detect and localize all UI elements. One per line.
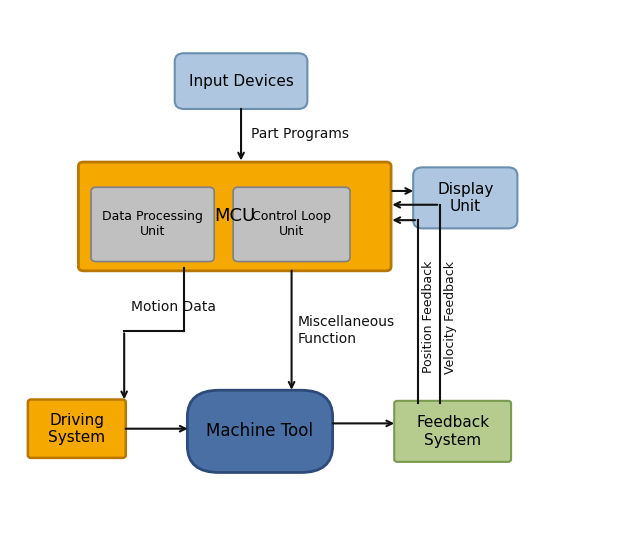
Text: Data Processing
Unit: Data Processing Unit <box>102 210 203 238</box>
FancyBboxPatch shape <box>413 167 517 229</box>
Text: Control Loop
Unit: Control Loop Unit <box>252 210 331 238</box>
Text: Input Devices: Input Devices <box>189 74 294 88</box>
FancyBboxPatch shape <box>233 187 350 261</box>
Text: MCU: MCU <box>214 208 255 225</box>
Text: Position Feedback: Position Feedback <box>422 261 435 374</box>
FancyBboxPatch shape <box>28 399 126 458</box>
FancyBboxPatch shape <box>394 401 511 462</box>
Text: Display
Unit: Display Unit <box>437 182 493 214</box>
FancyBboxPatch shape <box>188 390 333 473</box>
Text: Motion Data: Motion Data <box>131 300 216 314</box>
Text: Miscellaneous
Function: Miscellaneous Function <box>298 315 395 345</box>
FancyBboxPatch shape <box>78 162 391 271</box>
Text: Part Programs: Part Programs <box>250 127 349 141</box>
Text: Feedback
System: Feedback System <box>416 415 489 447</box>
Text: Machine Tool: Machine Tool <box>207 423 314 440</box>
Text: Driving
System: Driving System <box>48 412 106 445</box>
FancyBboxPatch shape <box>91 187 214 261</box>
Text: Velocity Feedback: Velocity Feedback <box>444 261 458 374</box>
FancyBboxPatch shape <box>175 53 307 109</box>
